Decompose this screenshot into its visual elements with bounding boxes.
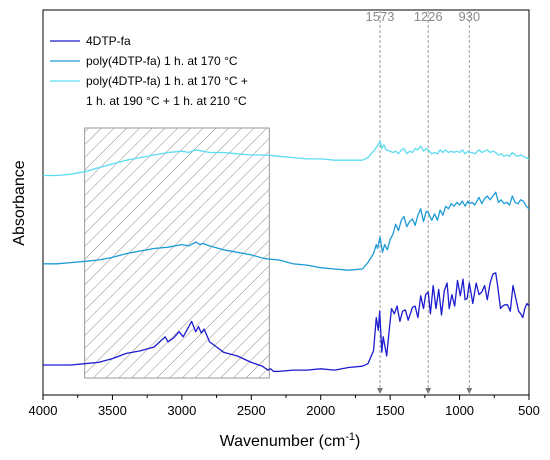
- x-tick-label-1500: 1500: [376, 403, 405, 418]
- series-line-3: [43, 140, 530, 177]
- x-tick-label-3000: 3000: [167, 403, 196, 418]
- legend-label-poly-multi-line2: 1 h. at 190 °C + 1 h. at 210 °C: [86, 94, 247, 108]
- x-tick-label-4000: 4000: [29, 403, 58, 418]
- legend-label-poly-multi: poly(4DTP-fa) 1 h. at 170 °C + 1 h. at 1…: [86, 74, 251, 108]
- peak-label-1573: 1573: [366, 9, 395, 24]
- x-tick-label-500: 500: [518, 403, 540, 418]
- y-axis-title: Absorbance: [11, 160, 28, 245]
- x-tick-label-3500: 3500: [98, 403, 127, 418]
- peak-label-930: 930: [458, 9, 480, 24]
- legend-label-poly-multi-line1: poly(4DTP-fa) 1 h. at 170 °C +: [86, 74, 251, 88]
- peak-arrow-1573: [377, 388, 384, 394]
- peak-arrow-1226: [425, 388, 432, 394]
- x-axis-title-sup: -1: [345, 431, 355, 443]
- peak-arrow-930: [466, 388, 473, 394]
- x-axis-title-main: Wavenumber (cm: [220, 433, 346, 450]
- x-tick-label-2000: 2000: [306, 403, 335, 418]
- series-line-1: [43, 272, 530, 373]
- legend: 4DTP-fa poly(4DTP-fa) 1 h. at 170 °C pol…: [50, 34, 251, 108]
- series-line-2: [43, 191, 530, 271]
- x-tick-label-2500: 2500: [237, 403, 266, 418]
- legend-label-poly-170: poly(4DTP-fa) 1 h. at 170 °C: [86, 54, 238, 68]
- x-axis-title-end: ): [355, 433, 360, 450]
- series-group: [43, 140, 530, 373]
- peak-label-1226: 1226: [414, 9, 443, 24]
- legend-label-4dtp-fa: 4DTP-fa: [86, 34, 131, 48]
- x-axis-title: Wavenumber (cm-1): [220, 431, 361, 450]
- x-tick-label-1000: 1000: [445, 403, 474, 418]
- x-axis: 4000 3500 3000 2500 2000 1500 1000 500: [29, 395, 540, 418]
